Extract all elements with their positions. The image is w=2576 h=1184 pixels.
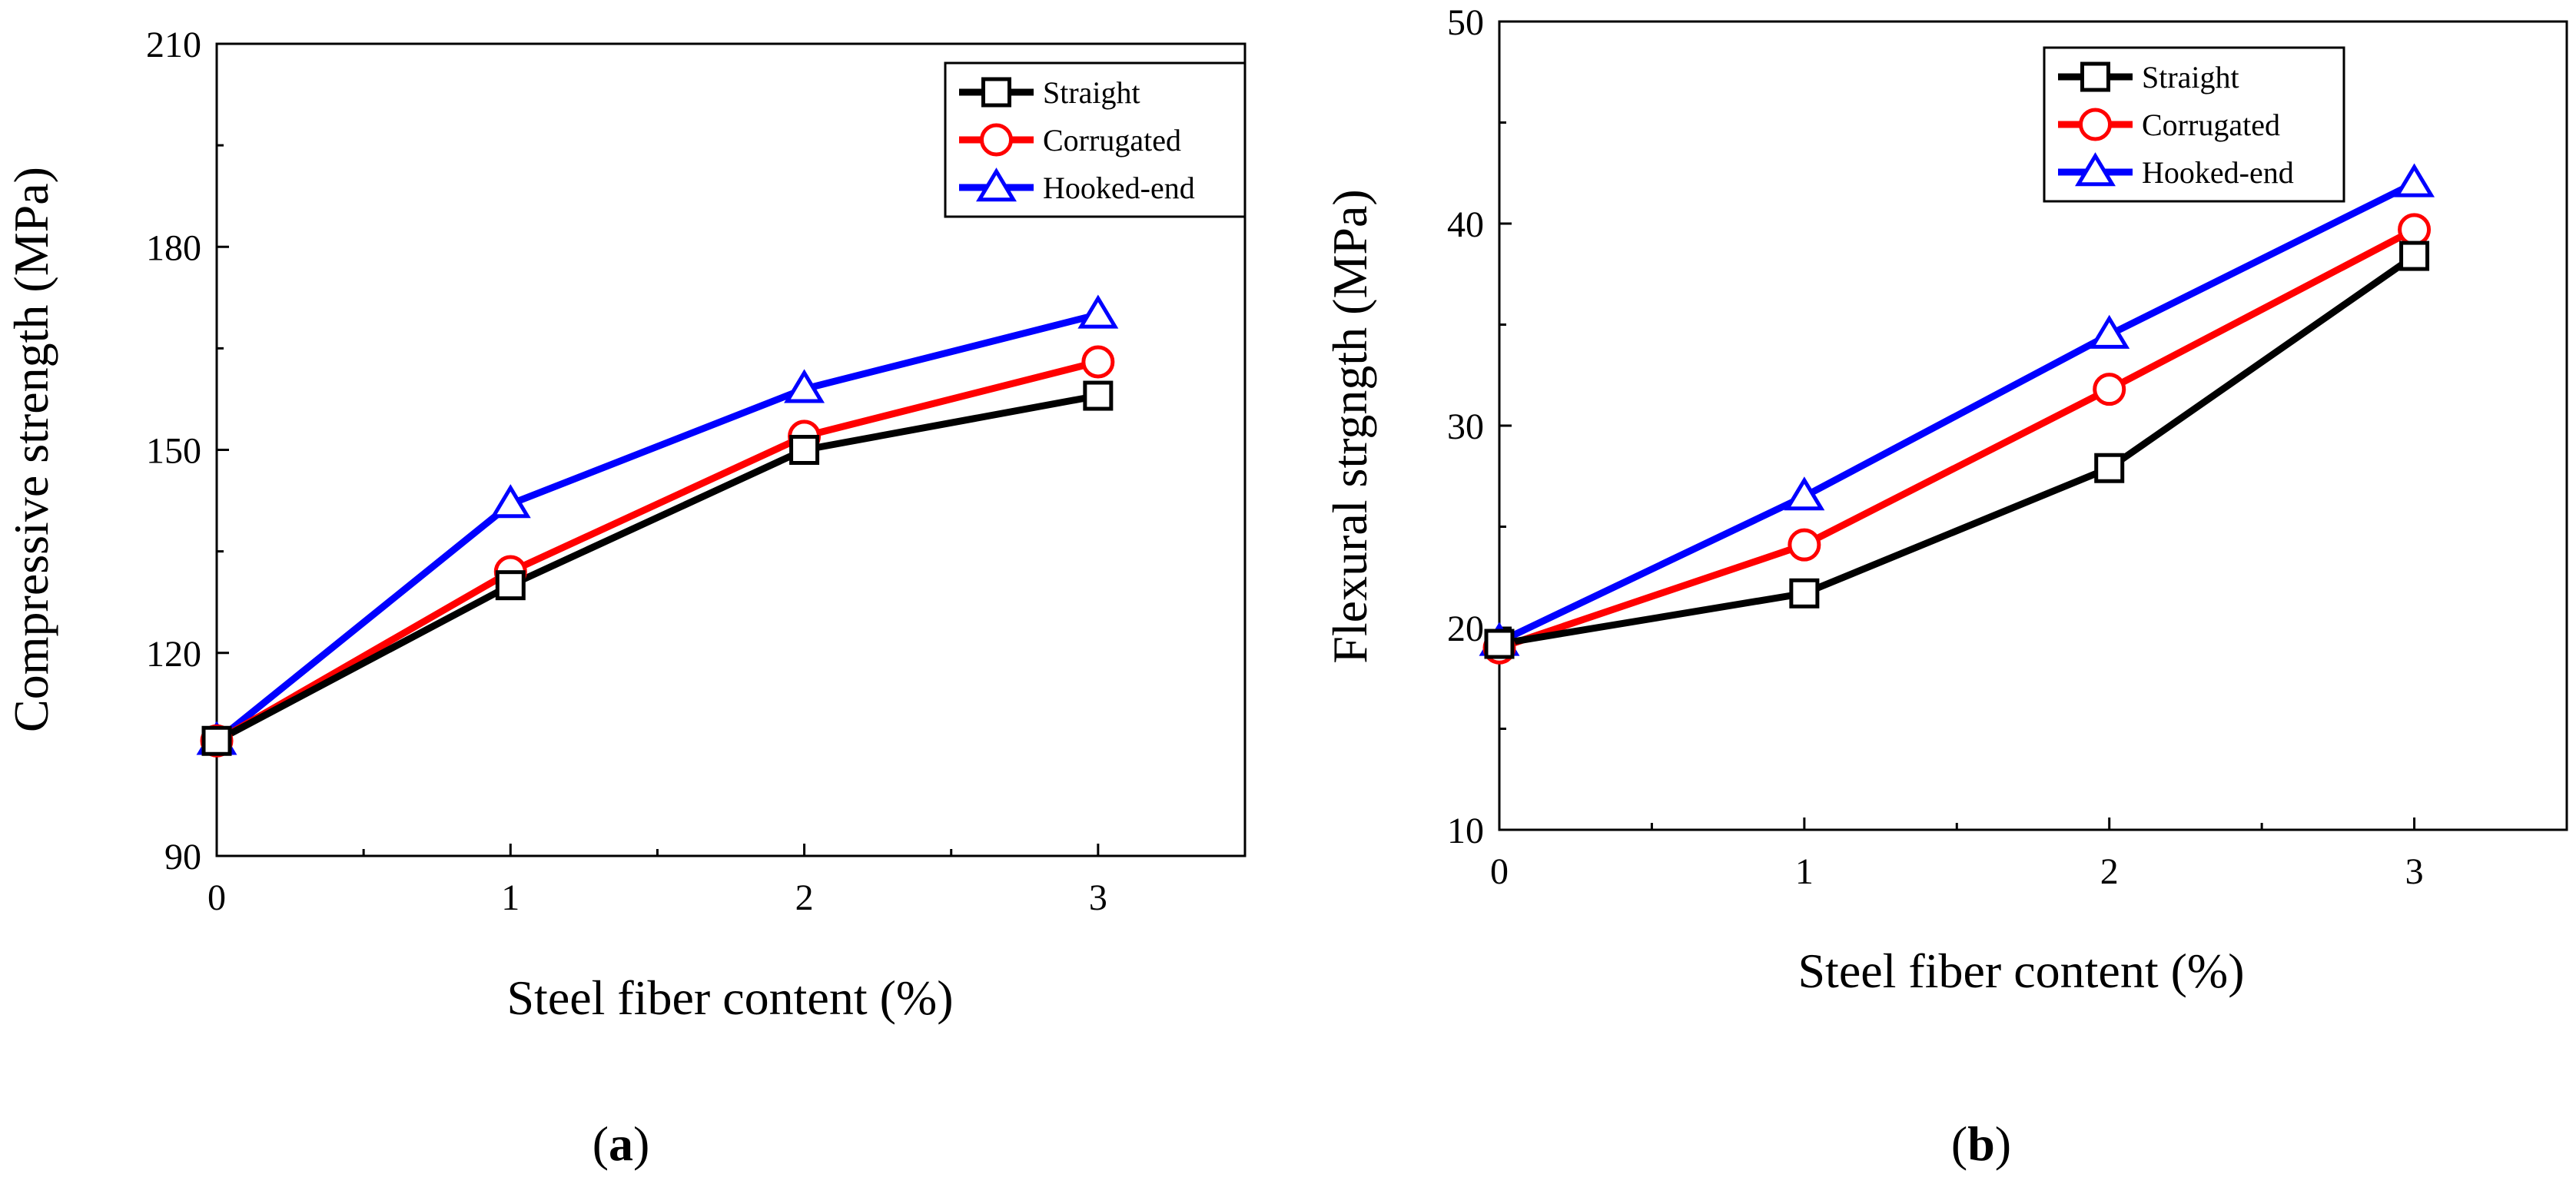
legend-marker-corrugated bbox=[2079, 108, 2112, 141]
panel-label-close: ) bbox=[1995, 1116, 2011, 1171]
y-tick-label: 50 bbox=[1447, 2, 1484, 43]
legend-marker-straight bbox=[2080, 61, 2110, 92]
legend-label: Straight bbox=[1043, 75, 1140, 110]
y-tick-label: 40 bbox=[1447, 204, 1484, 245]
series-line-straight bbox=[214, 392, 1099, 745]
y-tick-labels: 10 20 30 40 50 bbox=[1447, 2, 1484, 851]
data-point-straight bbox=[2399, 240, 2430, 271]
data-point-straight bbox=[1484, 628, 1515, 659]
data-point-hooked-end bbox=[1077, 294, 1119, 329]
y-tick-label: 30 bbox=[1447, 406, 1484, 447]
y-tick-label: 20 bbox=[1447, 609, 1484, 649]
data-point-corrugated bbox=[1081, 345, 1115, 379]
data-point-corrugated bbox=[2093, 373, 2126, 406]
y-axis-label: Compressive strength (MPa) bbox=[4, 167, 58, 732]
legend-label: Straight bbox=[2142, 60, 2239, 95]
data-point-hooked-end bbox=[2089, 314, 2130, 349]
x-tick-label: 1 bbox=[1795, 851, 1814, 892]
x-tick-label: 0 bbox=[207, 877, 226, 918]
x-tick-label: 2 bbox=[795, 877, 814, 918]
panel-label-a: (a) bbox=[593, 1116, 650, 1171]
x-tick-labels: 0 1 2 3 bbox=[1490, 851, 2424, 892]
y-tick-labels: 90 120 150 180 210 bbox=[146, 25, 201, 877]
series-group bbox=[1479, 163, 2435, 665]
data-point-corrugated bbox=[2398, 213, 2432, 247]
y-tick-label: 90 bbox=[164, 837, 201, 877]
x-tick-label: 1 bbox=[501, 877, 520, 918]
legend-label: Hooked-end bbox=[1043, 171, 1195, 205]
legend-label: Corrugated bbox=[2142, 108, 2280, 142]
y-tick-label: 120 bbox=[146, 634, 201, 675]
y-axis-label: Flexural strgngth (MPa) bbox=[1323, 189, 1377, 663]
legend-marker-straight bbox=[981, 77, 1011, 108]
x-tick-label: 0 bbox=[1490, 851, 1509, 892]
series-line-corrugated bbox=[1498, 226, 2416, 652]
series-line-hooked-end bbox=[1498, 180, 2416, 645]
x-tick-label: 2 bbox=[2100, 851, 2119, 892]
data-point-corrugated bbox=[1788, 528, 1821, 562]
legend-items: Straight Corrugated Hooked-end bbox=[959, 75, 1195, 205]
x-tick-labels: 0 1 2 3 bbox=[207, 877, 1107, 918]
axis-ticks bbox=[1498, 20, 2416, 831]
data-point-hooked-end bbox=[1784, 476, 1825, 511]
data-point-straight bbox=[495, 570, 526, 601]
panel-label-open: ( bbox=[593, 1116, 609, 1171]
data-point-straight bbox=[201, 725, 232, 756]
x-axis-label: Steel fiber content (%) bbox=[1798, 944, 2244, 998]
data-point-hooked-end bbox=[784, 369, 825, 403]
series-line-corrugated bbox=[214, 358, 1099, 745]
data-point-straight bbox=[1083, 380, 1114, 411]
y-tick-label: 150 bbox=[146, 431, 201, 472]
panel-label-close: ) bbox=[633, 1116, 649, 1171]
data-point-straight bbox=[1789, 578, 1820, 609]
panel-label-letter: b bbox=[1967, 1116, 1995, 1171]
legend: Straight Corrugated Hooked-end bbox=[2043, 46, 2345, 203]
series-group bbox=[196, 294, 1119, 758]
legend: Straight Corrugated Hooked-end bbox=[944, 61, 1247, 218]
legend-label: Hooked-end bbox=[2142, 155, 2294, 190]
legend-label: Corrugated bbox=[1043, 123, 1181, 158]
series-line-straight bbox=[1499, 253, 2417, 648]
legend-marker-corrugated bbox=[980, 123, 1013, 157]
legend-marker-hooked-end bbox=[2075, 152, 2116, 187]
y-tick-label: 180 bbox=[146, 227, 201, 268]
y-tick-label: 210 bbox=[146, 25, 201, 65]
legend-items: Straight Corrugated Hooked-end bbox=[2058, 60, 2294, 190]
series-line-hooked-end bbox=[214, 310, 1099, 744]
data-point-straight bbox=[2094, 453, 2125, 483]
x-tick-label: 3 bbox=[2405, 851, 2424, 892]
y-tick-label: 10 bbox=[1447, 811, 1484, 851]
data-point-hooked-end bbox=[2394, 163, 2435, 197]
panel-label-open: ( bbox=[1951, 1116, 1967, 1171]
data-point-straight bbox=[789, 435, 820, 465]
x-tick-label: 3 bbox=[1089, 877, 1107, 918]
legend-marker-hooked-end bbox=[976, 167, 1017, 202]
chart-a-compressive: 0 1 2 3 90 120 150 180 210 Steel fiber content … bbox=[4, 25, 1247, 1171]
panel-label-b: (b) bbox=[1951, 1116, 2011, 1171]
data-point-hooked-end bbox=[490, 484, 531, 519]
x-axis-label: Steel fiber content (%) bbox=[506, 970, 953, 1025]
panel-label-letter: a bbox=[609, 1116, 633, 1171]
